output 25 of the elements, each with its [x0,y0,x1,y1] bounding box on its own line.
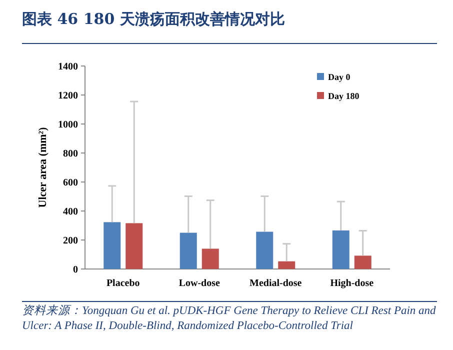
bar [256,232,274,269]
chart-title: 图表 46 180 天溃疡面积改善情况对比 [22,10,285,29]
bar [354,256,372,269]
y-tick-label: 800 [63,148,78,160]
bar [202,248,219,269]
y-tick-label: 0 [73,264,78,276]
bar [180,232,197,269]
bar [104,222,121,269]
x-tick-label: High-dose [330,278,374,289]
y-tick-label: 1000 [58,120,78,130]
legend-label: Day 0 [328,72,351,82]
text: 资料来源：Yongquan Gu et al. pUDK-HGF Gene Therapy to Relieve CLI Rest Pain and Ulcer: A Phase II, Double-Blind, Randomized Placebo-Controlled Trial [22,304,437,334]
y-tick-label: 600 [63,178,78,188]
y-tick-label: 200 [63,236,78,246]
bar [332,230,350,269]
x-tick-label: Placebo [106,278,140,289]
bar [278,261,296,269]
y-tick-label: 400 [63,206,78,218]
y-tick-label: 1200 [58,90,78,102]
x-tick-label: Medial-dose [250,278,302,289]
x-tick-label: Low-dose [178,278,220,289]
bar [126,223,143,269]
y-axis-title: Ulcer area (mm²) [37,126,49,208]
legend-label: Day 180 [328,91,360,101]
y-tick-label: 1400 [58,62,78,72]
